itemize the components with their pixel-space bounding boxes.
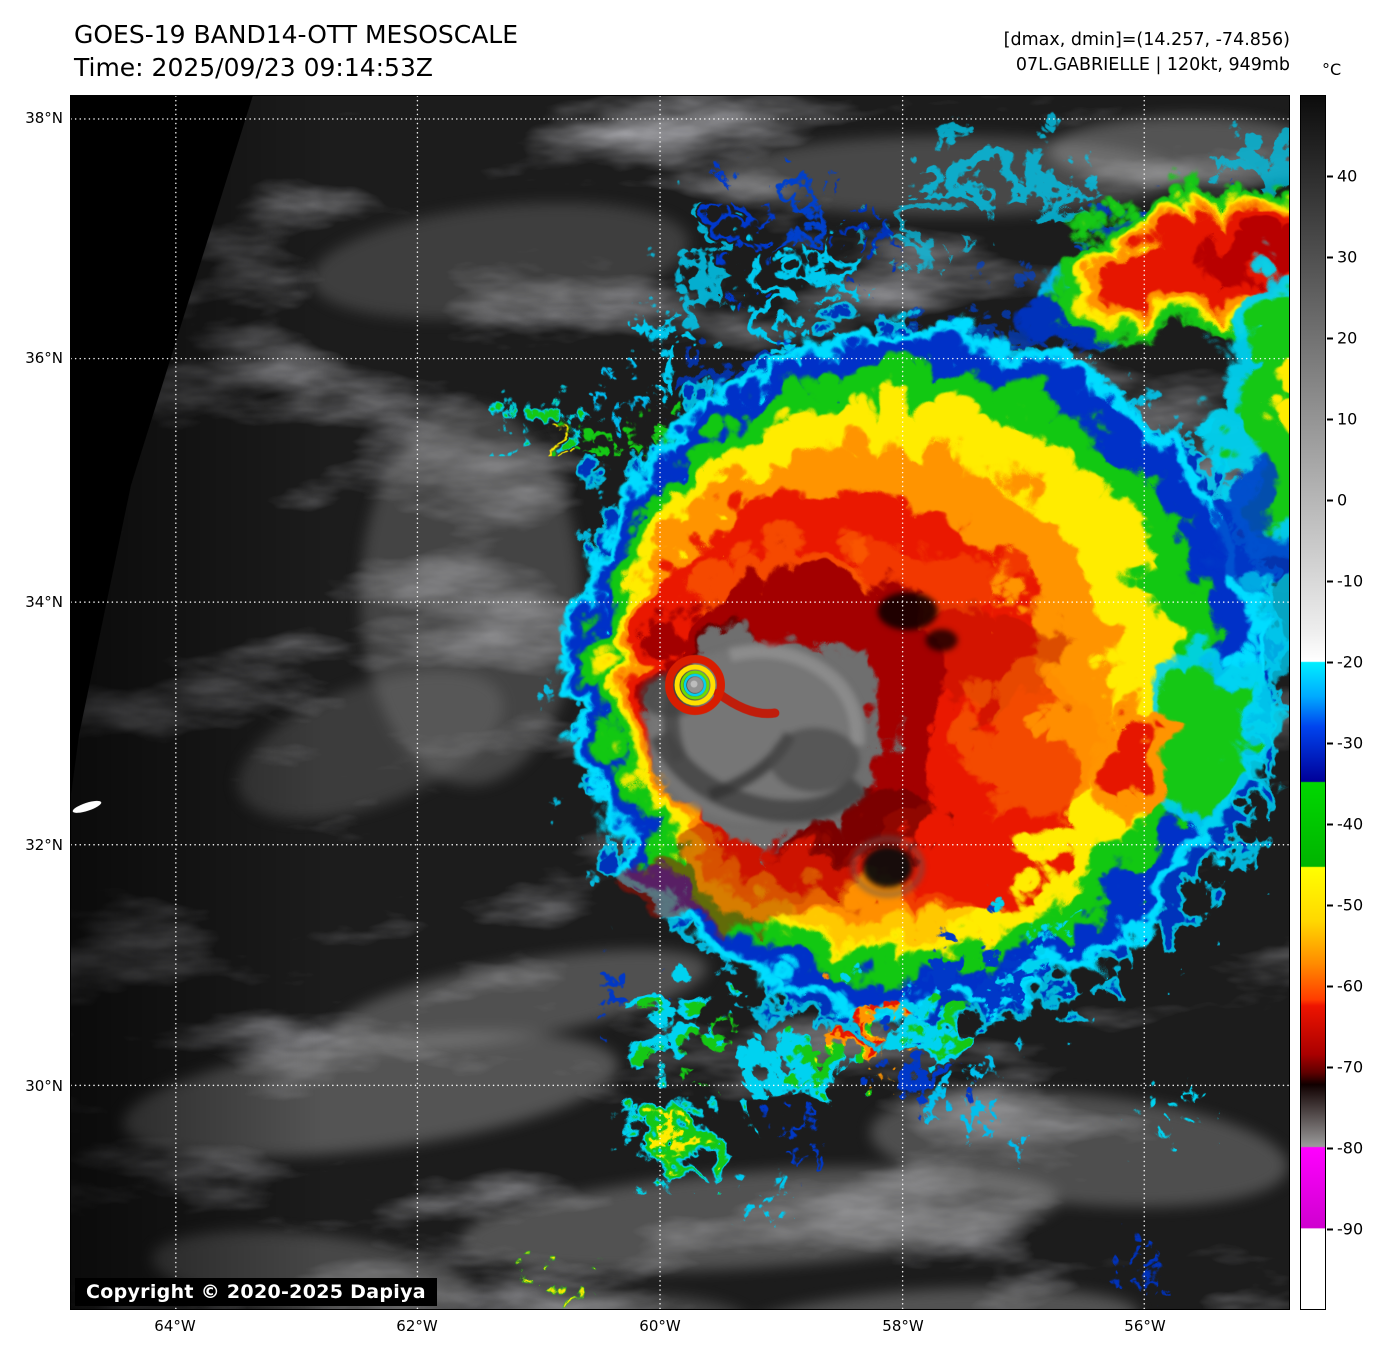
- gridlines: [71, 96, 1289, 1309]
- colorbar-tick: 20: [1327, 329, 1357, 348]
- no-data-wedge: [71, 96, 253, 795]
- header-right-info: [dmax, dmin]=(14.257, -74.856) 07L.GABRI…: [1004, 28, 1290, 78]
- colorbar-gradient: [1301, 96, 1325, 1309]
- lon-label-56w: 56°W: [1124, 1317, 1166, 1335]
- colorbar: [1300, 95, 1326, 1310]
- colorbar-tick: 0: [1327, 491, 1347, 510]
- satellite-map: [70, 95, 1290, 1310]
- storm-eye: [665, 655, 780, 719]
- tick-mark: [1327, 904, 1333, 906]
- satellite-image: [71, 96, 1289, 1309]
- tick-mark: [1327, 175, 1333, 177]
- lon-label-64w: 64°W: [154, 1317, 196, 1335]
- storm-info-label: 07L.GABRIELLE | 120kt, 949mb: [1015, 55, 1290, 75]
- south-band-fragments: [531, 917, 1158, 1270]
- storm-shield: [555, 310, 1245, 1000]
- dmax-dmin-label: [dmax, dmin]=(14.257, -74.856): [1003, 30, 1290, 50]
- tick-mark: [1327, 1147, 1333, 1149]
- colorbar-tick: 10: [1327, 410, 1357, 429]
- tick-mark: [1327, 256, 1333, 258]
- tick-mark: [1327, 661, 1333, 663]
- lon-label-62w: 62°W: [396, 1317, 438, 1335]
- colorbar-tick: -20: [1327, 653, 1363, 672]
- tick-mark: [1327, 742, 1333, 744]
- tick-mark: [1327, 823, 1333, 825]
- colorbar-tick: -70: [1327, 1058, 1363, 1077]
- lat-label-32n: 32°N: [25, 836, 63, 854]
- colorbar-tick: -10: [1327, 572, 1363, 591]
- east-edge-band: [1081, 255, 1289, 815]
- tick-mark: [1327, 499, 1333, 501]
- colorbar-tick: -30: [1327, 734, 1363, 753]
- tick-mark: [1327, 1228, 1333, 1230]
- ship-trail: [72, 800, 102, 813]
- tick-mark: [1327, 1066, 1333, 1068]
- lat-label-36n: 36°N: [25, 349, 63, 367]
- tick-mark: [1327, 337, 1333, 339]
- colorbar-tick: -80: [1327, 1139, 1363, 1158]
- time-label: Time: 2025/09/23 09:14:53Z: [74, 53, 433, 82]
- lat-label-30n: 30°N: [25, 1077, 63, 1095]
- page-title: GOES-19 BAND14-OTT MESOSCALE: [74, 20, 519, 49]
- tick-mark: [1327, 580, 1333, 582]
- lon-label-58w: 58°W: [882, 1317, 924, 1335]
- colorbar-ticks: 40 30 20 10 0 -10 -20 -30 -40 -50 -60 -7…: [1327, 95, 1389, 1310]
- tick-mark: [1327, 985, 1333, 987]
- colorbar-tick: 40: [1327, 167, 1357, 186]
- lon-label-60w: 60°W: [639, 1317, 681, 1335]
- colorbar-tick: -50: [1327, 896, 1363, 915]
- tick-mark: [1327, 418, 1333, 420]
- colorbar-tick: 30: [1327, 248, 1357, 267]
- copyright-label: Copyright © 2020-2025 Dapiya: [75, 1278, 437, 1306]
- northwest-cloud-specks: [481, 370, 646, 432]
- colorbar-tick: -90: [1327, 1220, 1363, 1239]
- colorbar-tick: -60: [1327, 977, 1363, 996]
- lat-label-34n: 34°N: [25, 593, 63, 611]
- lat-label-38n: 38°N: [25, 109, 63, 127]
- colorbar-unit-label: °C: [1322, 60, 1342, 79]
- colorbar-tick: -40: [1327, 815, 1363, 834]
- storm-core: [640, 644, 868, 823]
